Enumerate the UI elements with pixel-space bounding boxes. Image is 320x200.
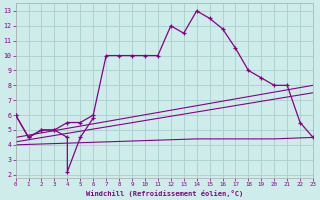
X-axis label: Windchill (Refroidissement éolien,°C): Windchill (Refroidissement éolien,°C): [86, 190, 243, 197]
